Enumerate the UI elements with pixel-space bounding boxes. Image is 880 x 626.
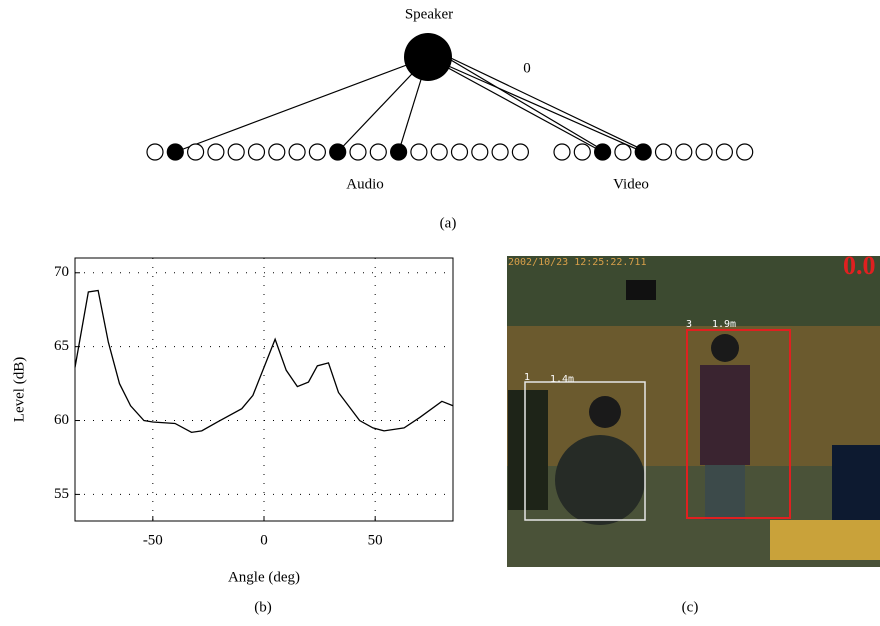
speaker-label: Speaker xyxy=(405,6,453,22)
zero-label: 0 xyxy=(523,60,531,76)
figure: Speaker 0 Audio Video (a) 1 1.4m 3 1.9m … xyxy=(0,0,880,626)
mic-node xyxy=(289,144,305,160)
mic-node xyxy=(147,144,163,160)
monitor xyxy=(832,445,880,520)
mic-node xyxy=(716,144,732,160)
plot-frame xyxy=(75,258,453,521)
mic-node xyxy=(208,144,224,160)
mic-node xyxy=(411,144,427,160)
x-tick-label: 50 xyxy=(368,532,383,548)
photo: 1 1.4m 3 1.9m 2002/10/23 12:25:22.711 0.… xyxy=(507,251,880,567)
box-distance: 1.9m xyxy=(712,319,736,330)
mic-node xyxy=(431,144,447,160)
mic-node xyxy=(554,144,570,160)
y-tick-label: 60 xyxy=(54,412,69,428)
caption: (a) xyxy=(440,215,457,231)
mic-node xyxy=(595,144,611,160)
mic-node xyxy=(492,144,508,160)
person-standing xyxy=(700,365,750,465)
mic-node xyxy=(574,144,590,160)
mic-node xyxy=(452,144,468,160)
mic-node xyxy=(472,144,488,160)
mic-node xyxy=(696,144,712,160)
box-distance: 1.4m xyxy=(550,374,574,385)
head xyxy=(711,334,739,362)
box-id: 1 xyxy=(524,372,530,383)
mic-node xyxy=(391,144,407,160)
head xyxy=(589,396,621,428)
mic-node xyxy=(512,144,528,160)
link xyxy=(434,50,603,150)
link xyxy=(338,57,428,152)
mic-node xyxy=(269,144,285,160)
x-tick-label: -50 xyxy=(143,532,163,548)
mic-node xyxy=(309,144,325,160)
mic-node xyxy=(635,144,651,160)
x-tick-label: 0 xyxy=(260,532,268,548)
caption: (b) xyxy=(254,599,272,615)
video-label: Video xyxy=(613,176,649,192)
mic-node xyxy=(656,144,672,160)
y-tick-label: 65 xyxy=(54,338,69,354)
diagram: Speaker 0 Audio Video (a) xyxy=(147,6,753,231)
timestamp: 2002/10/23 12:25:22.711 xyxy=(508,257,646,268)
mic-node xyxy=(167,144,183,160)
mic-node xyxy=(188,144,204,160)
link xyxy=(434,50,643,150)
projector xyxy=(626,280,656,300)
mic-node xyxy=(330,144,346,160)
score: 0.0 xyxy=(843,251,876,280)
caption: (c) xyxy=(682,599,699,615)
mic-node xyxy=(350,144,366,160)
audio-label: Audio xyxy=(346,176,384,192)
mic-node xyxy=(370,144,386,160)
y-tick-label: 55 xyxy=(54,486,69,502)
link xyxy=(428,57,603,152)
equipment xyxy=(508,390,548,510)
mic-node xyxy=(737,144,753,160)
link xyxy=(175,57,428,152)
box-id: 3 xyxy=(686,319,692,330)
y-axis-label: Level (dB) xyxy=(11,357,27,422)
mic-node xyxy=(228,144,244,160)
mic-node xyxy=(676,144,692,160)
mic-node xyxy=(615,144,631,160)
wall xyxy=(507,326,880,466)
table xyxy=(770,520,880,560)
x-axis-label: Angle (deg) xyxy=(228,569,300,585)
legs xyxy=(705,465,745,520)
mic-node xyxy=(249,144,265,160)
link xyxy=(428,57,643,152)
person-seated xyxy=(555,435,645,525)
y-tick-label: 70 xyxy=(54,264,69,280)
